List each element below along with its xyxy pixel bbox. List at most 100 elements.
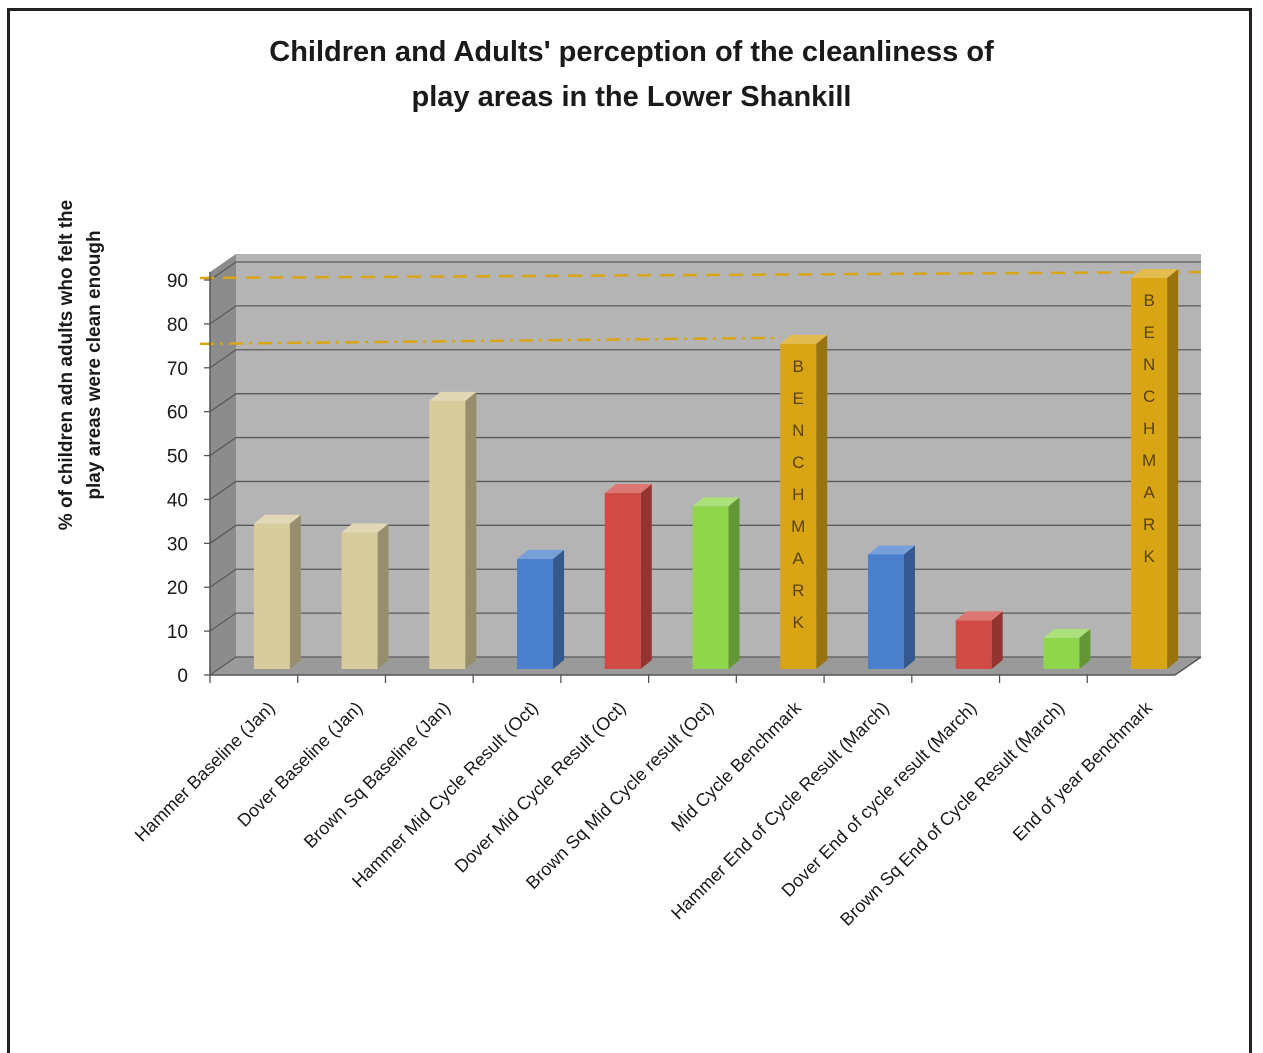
- bar-label-letter: M: [1142, 451, 1156, 470]
- bar-label-letter: A: [1143, 483, 1155, 502]
- bar-label-letter: K: [1143, 547, 1155, 566]
- bar-front: [1131, 278, 1168, 669]
- bar-side: [465, 391, 477, 669]
- bar-label-letter: M: [791, 517, 805, 536]
- bar-front: [1043, 637, 1080, 669]
- gridline-side: [209, 480, 237, 500]
- bar-label-letter: R: [1143, 515, 1155, 534]
- chart-title-line1: Children and Adults' perception of the c…: [269, 36, 994, 68]
- bar: [253, 514, 301, 669]
- gridline-side: [209, 656, 237, 676]
- chart-frame: [7, 8, 1252, 1053]
- bar-top: [604, 484, 652, 494]
- side-wall: [210, 254, 236, 675]
- bar-label-letter: C: [792, 453, 804, 472]
- y-tick-label: 70: [167, 359, 188, 380]
- y-tick-label: 30: [167, 534, 188, 555]
- benchmark-line: [199, 270, 1202, 280]
- back-wall: [236, 254, 1201, 657]
- bar-front: [955, 620, 992, 669]
- bar-label-letter: E: [793, 389, 804, 408]
- y-tick-label: 0: [177, 666, 188, 687]
- x-tick-labels: Hammer Baseline (Jan)Dover Baseline (Jan…: [131, 697, 1157, 930]
- y-axis-label-line1: % of children adn adults who felt the: [56, 200, 77, 530]
- bar-side: [991, 611, 1003, 669]
- bar-front: [429, 400, 466, 669]
- y-axis-label: % of children adn adults who felt the pl…: [56, 200, 105, 530]
- y-tick-label: 60: [167, 403, 188, 424]
- bar-label-letter: N: [1143, 355, 1155, 374]
- bar: [1043, 628, 1091, 669]
- bar-top: [1043, 628, 1091, 638]
- x-tick-label: Brown Sq Mid Cycle result (Oct): [522, 698, 717, 893]
- bar-front: [867, 554, 904, 669]
- bar-side: [1079, 628, 1091, 669]
- bar: [604, 484, 652, 669]
- bar-label-letter: B: [793, 357, 804, 376]
- y-axis-label-line2: play areas were clean enough: [84, 230, 105, 499]
- bar-top: [1131, 269, 1179, 278]
- bar-label-letter: A: [793, 549, 805, 568]
- floor-edge: [1174, 656, 1202, 676]
- bar-top: [517, 549, 565, 559]
- bar-side: [640, 484, 652, 669]
- gridline-side: [209, 305, 237, 325]
- bar: [955, 611, 1003, 669]
- gridline-side: [209, 261, 237, 281]
- bar-side: [1167, 269, 1179, 669]
- y-tick-label: 40: [167, 490, 188, 511]
- bar-top: [867, 545, 915, 555]
- bar-label-letter: H: [1143, 419, 1155, 438]
- bar-side: [289, 514, 301, 669]
- gridline-side: [209, 568, 237, 588]
- axes: [209, 272, 1202, 683]
- bar-front: [604, 493, 641, 669]
- chart-title: Children and Adults' perception of the c…: [0, 30, 1263, 120]
- gridline-side: [209, 393, 237, 413]
- x-tick-label: Brown Sq Baseline (Jan): [300, 698, 454, 852]
- bar-side: [903, 545, 915, 669]
- bar-label-letter: H: [792, 485, 804, 504]
- bar: [429, 391, 477, 669]
- bar-top: [253, 514, 301, 524]
- gridline-side: [209, 349, 237, 369]
- bar-label-letter: E: [1143, 323, 1154, 342]
- bar-front: [692, 506, 729, 669]
- bar-top: [429, 391, 477, 401]
- bar-front: [517, 558, 554, 669]
- bar-side: [553, 549, 565, 669]
- bar-label-letter: R: [792, 581, 804, 600]
- reference-lines: [199, 270, 1202, 346]
- bar: [867, 545, 915, 669]
- x-tick-label: Hammer Baseline (Jan): [131, 698, 279, 846]
- y-tick-label: 10: [167, 622, 188, 643]
- gridline-side: [209, 437, 237, 457]
- benchmark-line: [199, 336, 781, 346]
- bar-top: [692, 497, 740, 507]
- bar: [517, 549, 565, 669]
- gridline-side: [209, 524, 237, 544]
- x-tick-label: Dover End of cycle result (March): [778, 698, 981, 901]
- bar: [341, 523, 389, 669]
- x-tick-label: Hammer Mid Cycle Result (Oct): [348, 698, 542, 892]
- y-tick-label: 20: [167, 578, 188, 599]
- bar-side: [816, 334, 828, 669]
- bar-label-letter: K: [793, 613, 805, 632]
- bar-front: [341, 532, 378, 669]
- x-tick-label: Dover Mid Cycle Result (Oct): [451, 698, 630, 877]
- bar-side: [377, 523, 389, 669]
- y-tick-label: 90: [167, 271, 188, 292]
- bar-top: [955, 611, 1003, 621]
- bar-label-letter: N: [792, 421, 804, 440]
- y-tick-label: 80: [167, 315, 188, 336]
- y-tick-label: 50: [167, 447, 188, 468]
- bar-top: [341, 523, 389, 533]
- y-tick-labels: 0 10 20 30 40 50 60 70 80 90: [167, 271, 210, 687]
- bar: [692, 497, 740, 669]
- gridline-side: [209, 612, 237, 632]
- bar-top: [780, 334, 828, 344]
